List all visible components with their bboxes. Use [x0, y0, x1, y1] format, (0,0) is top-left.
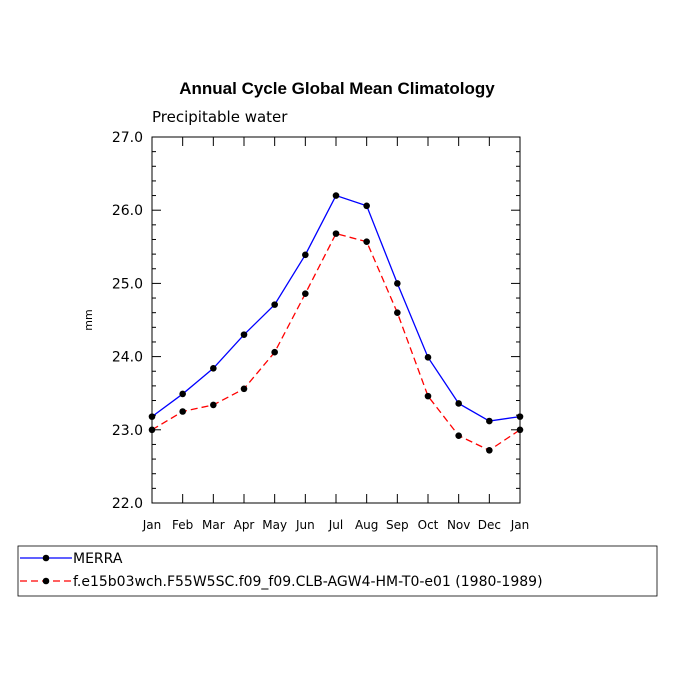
x-axis: Jan Feb Mar Apr May Jun Jul Aug Sep Oct Nov Dec Jan	[142, 137, 530, 532]
data-point-series-2	[332, 230, 340, 237]
y-tick-label: 22.0	[112, 496, 143, 512]
data-point-series-2	[516, 426, 524, 434]
data-point-series-2	[210, 401, 217, 409]
y-tick-label: 24.0	[112, 350, 143, 366]
data-point-series-2	[486, 446, 493, 454]
data-point-series-2	[240, 385, 248, 393]
series-layer	[148, 192, 524, 454]
data-point-series-1	[424, 354, 432, 361]
legend-marker-2	[42, 577, 50, 585]
data-point-series-2	[179, 408, 186, 415]
data-point-series-1	[486, 417, 493, 425]
data-point-series-1	[240, 331, 248, 338]
legend-entry-2: f.e15b03wch.F55W5SC.f09_f09.CLB-AGW4-HM-…	[20, 574, 543, 590]
y-axis-label: mm	[82, 309, 95, 330]
data-point-series-2	[455, 432, 462, 439]
chart-title: Annual Cycle Global Mean Climatology	[179, 79, 495, 98]
x-tick-label: Dec	[478, 518, 501, 532]
y-axis: 22.0 23.0 24.0 25.0 26.0 27.0	[112, 130, 520, 512]
legend-label-2: f.e15b03wch.F55W5SC.f09_f09.CLB-AGW4-HM-…	[73, 574, 543, 590]
data-point-series-2	[363, 238, 370, 245]
x-tick-label: Sep	[386, 518, 409, 532]
data-point-series-1	[363, 202, 370, 210]
x-tick-label: Jul	[328, 518, 343, 532]
data-point-series-2	[271, 348, 278, 356]
series-line-2	[151, 232, 521, 452]
x-tick-label: Jan	[142, 518, 162, 532]
x-tick-label: Apr	[234, 518, 255, 532]
legend-marker-1	[42, 554, 50, 562]
x-tick-label: Jun	[295, 518, 315, 532]
data-point-series-1	[455, 400, 462, 407]
x-tick-label: May	[262, 518, 287, 532]
data-point-series-1	[332, 192, 340, 199]
data-point-series-1	[179, 390, 186, 398]
x-tick-label: Feb	[172, 518, 193, 532]
x-tick-label: Aug	[355, 518, 378, 532]
data-point-series-1	[516, 413, 524, 420]
data-point-series-1	[271, 301, 278, 308]
data-point-series-2	[394, 309, 401, 316]
data-point-series-1	[210, 365, 217, 372]
y-tick-label: 25.0	[112, 276, 143, 292]
data-point-series-2	[302, 290, 309, 297]
legend-label-1: MERRA	[73, 551, 123, 567]
y-tick-label: 26.0	[112, 203, 143, 219]
x-tick-label: Nov	[447, 518, 470, 532]
x-tick-label: Jan	[510, 518, 530, 532]
legend-entry-1: MERRA	[20, 551, 123, 567]
series-line-1	[151, 194, 521, 422]
x-tick-label: Mar	[202, 518, 225, 532]
plot-frame	[151, 136, 521, 504]
data-point-series-1	[394, 280, 401, 287]
chart-subtitle: Precipitable water	[152, 108, 288, 126]
legend-box	[17, 545, 658, 597]
x-tick-label: Oct	[418, 518, 439, 532]
data-point-series-2	[148, 426, 156, 434]
legend: MERRA f.e15b03wch.F55W5SC.f09_f09.CLB-AG…	[17, 545, 658, 597]
data-point-series-1	[148, 413, 156, 420]
data-point-series-1	[302, 251, 309, 259]
data-point-series-2	[424, 392, 432, 400]
y-tick-label: 23.0	[112, 423, 143, 439]
y-tick-label: 27.0	[112, 130, 143, 146]
